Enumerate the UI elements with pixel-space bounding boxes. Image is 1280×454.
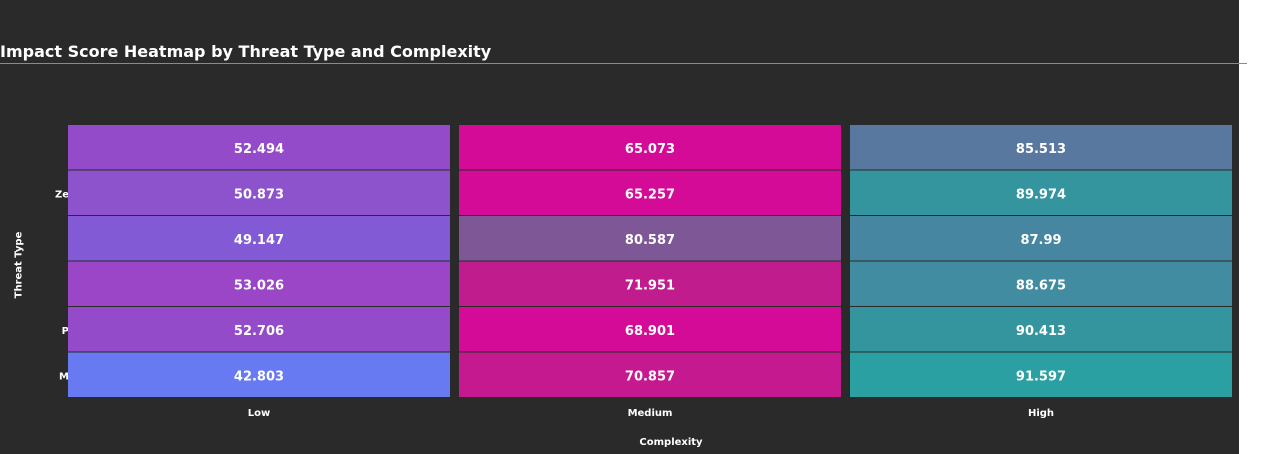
heatmap-cell	[459, 261, 841, 306]
heatmap-cell	[850, 170, 1232, 215]
heatmap-cell	[459, 125, 841, 170]
heatmap-cell	[850, 125, 1232, 170]
cell-value-label: 80.587	[625, 233, 675, 248]
heatmap-cell	[68, 125, 450, 170]
chart-title: Impact Score Heatmap by Threat Type and …	[0, 42, 492, 61]
heatmap-cell	[850, 352, 1232, 397]
title-divider	[0, 63, 1247, 64]
x-axis-label: Complexity	[639, 437, 703, 448]
cell-value-label: 42.803	[234, 369, 284, 384]
heatmap-cell	[850, 216, 1232, 261]
heatmap-cell	[459, 170, 841, 215]
cell-value-label: 68.901	[625, 324, 675, 339]
cell-value-label: 87.99	[1020, 233, 1061, 248]
cell-value-label: 89.974	[1016, 187, 1066, 202]
heatmap-cell	[459, 216, 841, 261]
cell-value-label: 88.675	[1016, 278, 1066, 293]
heatmap-cell	[68, 216, 450, 261]
y-tick-label: M	[59, 371, 69, 382]
heatmap-cell	[68, 261, 450, 306]
cell-value-label: 90.413	[1016, 324, 1066, 339]
cell-value-label: 65.073	[625, 142, 675, 157]
chart-panel: Impact Score Heatmap by Threat Type and …	[0, 0, 1247, 454]
heatmap-cell	[850, 307, 1232, 352]
y-tick-label: Ze	[55, 189, 69, 200]
x-tick-label: High	[1028, 408, 1054, 419]
y-axis-label: Threat Type	[13, 231, 25, 299]
heatmap-cell	[68, 307, 450, 352]
cell-value-label: 49.147	[234, 233, 284, 248]
cell-value-label: 53.026	[234, 278, 284, 293]
cell-value-label: 52.706	[234, 324, 284, 339]
heatmap-cell	[459, 307, 841, 352]
cell-value-label: 65.257	[625, 187, 675, 202]
heatmap-cell	[68, 352, 450, 397]
heatmap-plot: Ze P M 52.494 65.073 85.513 50.873 65.257 89.974…	[55, 125, 1232, 419]
heatmap-cell	[459, 352, 841, 397]
heatmap-cell	[68, 170, 450, 215]
cell-value-label: 52.494	[234, 142, 284, 157]
cell-value-label: 50.873	[234, 187, 284, 202]
cell-value-label: 70.857	[625, 369, 675, 384]
heatmap-cell	[850, 261, 1232, 306]
y-tick-label: P	[62, 326, 69, 337]
x-tick-label: Medium	[628, 408, 673, 419]
cell-value-label: 85.513	[1016, 142, 1066, 157]
cell-value-label: 71.951	[625, 278, 675, 293]
x-tick-label: Low	[248, 408, 270, 419]
cell-value-label: 91.597	[1016, 369, 1066, 384]
